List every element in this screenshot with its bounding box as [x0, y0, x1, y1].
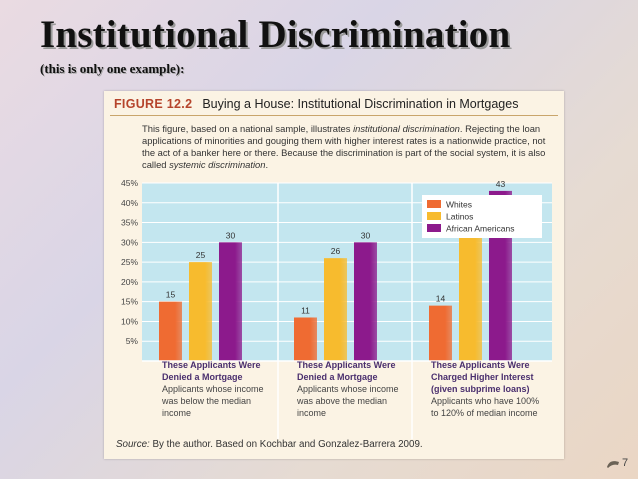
figure-title: Buying a House: Institutional Discrimina…	[202, 97, 519, 111]
bar-latinos	[189, 262, 212, 361]
y-tick-label: 35%	[121, 218, 138, 228]
data-label: 30	[226, 230, 236, 240]
bar-whites	[159, 301, 182, 361]
figure-panel: FIGURE 12.2 Buying a House: Institutional…	[104, 91, 564, 459]
data-label: 30	[361, 230, 371, 240]
legend-label: Latinos	[446, 212, 473, 222]
y-tick-label: 30%	[121, 237, 138, 247]
data-label: 11	[301, 305, 310, 315]
data-label: 43	[496, 179, 506, 189]
category-label-1: These Applicants Were Denied a Mortgage …	[162, 360, 264, 418]
y-tick-label: 40%	[121, 198, 138, 208]
legend-swatch	[427, 200, 441, 208]
y-tick-label: 10%	[121, 316, 138, 326]
slide-icon	[607, 461, 619, 468]
bar-whites	[429, 305, 452, 361]
data-label: 15	[166, 290, 176, 300]
slide-subtitle: (this is only one example):	[40, 61, 185, 76]
bar-latinos	[459, 218, 482, 361]
figure-header: FIGURE 12.2 Buying a House: Institutional…	[114, 97, 518, 111]
y-tick-label: 25%	[121, 257, 138, 267]
data-label: 26	[331, 246, 341, 256]
bar-whites	[294, 317, 317, 361]
figure-description: This figure, based on a national sample,…	[142, 123, 546, 170]
y-tick-label: 45%	[121, 178, 138, 188]
legend-label: African Americans	[446, 224, 515, 234]
page-number: 7	[622, 457, 629, 469]
bar-latinos	[324, 258, 347, 361]
slide-title: Institutional Discrimination	[40, 13, 511, 56]
legend-swatch	[427, 224, 441, 232]
bar-african-americans	[219, 242, 242, 361]
category-label-3: These Applicants Were Charged Higher Int…	[431, 360, 540, 418]
legend-box	[422, 195, 542, 238]
y-tick-label: 20%	[121, 277, 138, 287]
data-label: 25	[196, 250, 206, 260]
bar-african-americans	[354, 242, 377, 361]
figure-divider	[110, 115, 558, 116]
figure-label: FIGURE 12.2	[114, 97, 193, 111]
bar-chart: 5%10%15%20%25%30%35%40%45%15111425263630…	[121, 178, 552, 439]
y-tick-label: 5%	[126, 336, 139, 346]
figure-source: Source: By the author. Based on Kochbar …	[116, 439, 423, 450]
category-label-2: These Applicants Were Denied a Mortgage …	[297, 360, 399, 418]
data-label: 14	[436, 294, 446, 304]
y-tick-label: 15%	[121, 297, 138, 307]
legend-label: Whites	[446, 200, 472, 210]
legend-swatch	[427, 212, 441, 220]
